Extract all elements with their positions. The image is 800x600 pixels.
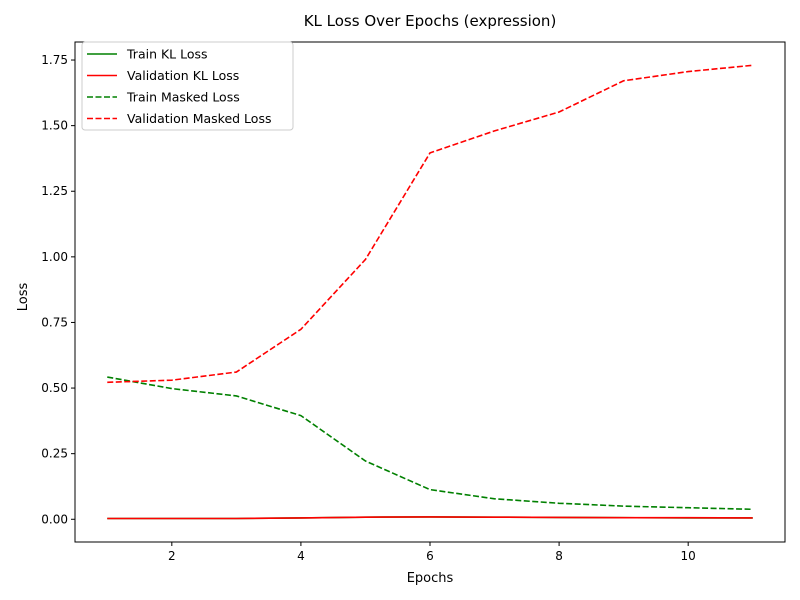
y-tick-label: 0.25 — [41, 447, 68, 461]
legend-label: Validation KL Loss — [127, 68, 239, 83]
legend: Train KL Loss Validation KL Loss Train Mas… — [81, 41, 294, 131]
x-axis-ticks: 2 4 6 8 10 — [168, 542, 696, 563]
y-tick-label: 0.00 — [41, 512, 68, 526]
y-tick-label: 1.50 — [41, 119, 68, 133]
x-tick-label: 8 — [555, 549, 563, 563]
x-tick-label: 2 — [168, 549, 176, 563]
x-tick-label: 10 — [681, 549, 696, 563]
x-tick-label: 6 — [426, 549, 434, 563]
legend-label: Train KL Loss — [126, 47, 208, 62]
legend-label: Validation Masked Loss — [127, 111, 271, 126]
series-line-validation-masked-loss — [107, 64, 753, 384]
y-axis-ticks: 0.00 0.25 0.50 0.75 1.00 1.25 1.50 1.75 — [41, 53, 75, 526]
series-line-train-masked-loss — [107, 376, 753, 511]
y-tick-label: 1.75 — [41, 53, 68, 67]
y-tick-label: 0.50 — [41, 381, 68, 395]
legend-label: Train Masked Loss — [126, 90, 240, 105]
y-tick-label: 1.25 — [41, 184, 68, 198]
y-tick-label: 0.75 — [41, 315, 68, 329]
series-line-validation-kl-loss — [107, 516, 753, 520]
x-tick-label: 4 — [297, 549, 305, 563]
series-lines — [107, 64, 753, 520]
chart-title: KL Loss Over Epochs (expression) — [304, 12, 557, 30]
x-axis-label: Epochs — [407, 571, 454, 586]
y-axis-label: Loss — [16, 283, 31, 312]
y-tick-label: 1.00 — [41, 250, 68, 264]
legend-box — [81, 41, 294, 131]
